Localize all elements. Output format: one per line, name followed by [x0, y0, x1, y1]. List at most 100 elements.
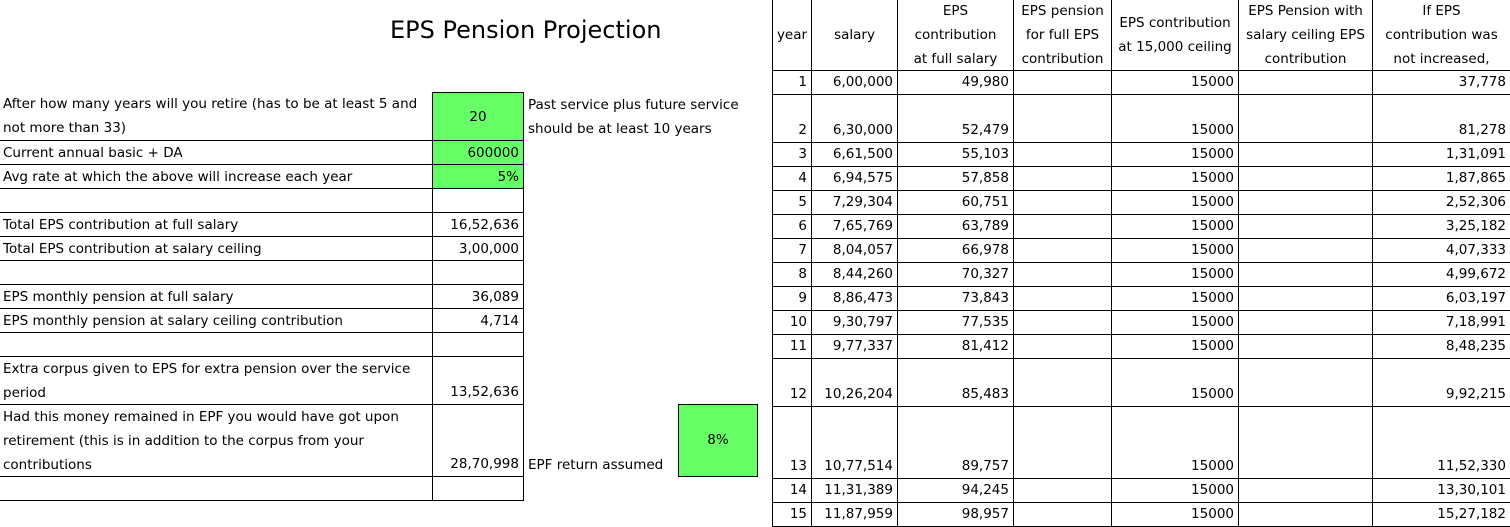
table-cell-if-not-increased: 37,778: [1458, 74, 1506, 90]
table-cell-eps-full: 77,535: [961, 314, 1009, 330]
blank-value: [432, 261, 524, 285]
table-cell-eps-pension-full: [1014, 286, 1111, 310]
table-cell-eps-ceiling: 15000: [1191, 338, 1234, 354]
epf-return-input[interactable]: 8%: [678, 404, 758, 477]
table-cell-year: 14: [789, 482, 807, 498]
table-cell-year: 7: [798, 242, 807, 258]
salary-label: Current annual basic + DA: [0, 141, 432, 165]
table-cell-eps-ceiling: 15000: [1191, 458, 1234, 474]
table-column-divider: [1372, 0, 1373, 526]
table-cell-eps-ceiling: 15000: [1191, 242, 1234, 258]
table-cell-salary: 8,44,260: [832, 266, 893, 282]
table-cell-salary: 6,94,575: [832, 170, 893, 186]
table-row-divider: [772, 94, 1510, 95]
extra-corpus-value: 13,52,636: [432, 357, 524, 405]
blank-value: [432, 189, 524, 213]
table-cell-if-not-increased: 13,30,101: [1437, 482, 1506, 498]
blank-row: [0, 261, 432, 285]
retire-years-input[interactable]: 20: [432, 92, 524, 141]
table-cell-eps-pension-ceiling: [1239, 310, 1372, 334]
table-cell-if-not-increased: 11,52,330: [1437, 458, 1506, 474]
table-cell-eps-pension-ceiling: [1239, 478, 1372, 502]
table-cell-if-not-increased: 3,25,182: [1445, 218, 1506, 234]
table-cell-eps-pension-full: [1014, 70, 1111, 94]
table-cell-eps-pension-full: [1014, 238, 1111, 262]
epf-return-label: EPF return assumed: [528, 457, 664, 473]
table-cell-eps-full: 89,757: [961, 458, 1009, 474]
table-cell-year: 1: [798, 74, 807, 90]
table-cell-if-not-increased: 7,18,991: [1445, 314, 1506, 330]
table-cell-eps-full: 60,751: [961, 194, 1009, 210]
table-cell-if-not-increased: 4,07,333: [1445, 242, 1506, 258]
blank-row: [0, 333, 432, 357]
table-row-divider: [772, 190, 1510, 191]
table-cell-eps-pension-ceiling: [1239, 334, 1372, 358]
table-cell-eps-ceiling: 15000: [1191, 122, 1234, 138]
retire-years-label: After how many years will you retire (ha…: [0, 92, 432, 141]
salary-input[interactable]: 600000: [432, 141, 524, 165]
table-column-divider: [1111, 0, 1112, 526]
table-cell-year: 13: [789, 458, 807, 474]
table-cell-eps-pension-full: [1014, 382, 1111, 406]
table-column-divider: [1013, 0, 1014, 526]
table-cell-eps-pension-full: [1014, 166, 1111, 190]
column-header-salary: salary: [834, 27, 875, 43]
total-full-value: 16,52,636: [432, 213, 524, 237]
table-row-divider: [772, 406, 1510, 407]
table-cell-eps-pension-full: [1014, 478, 1111, 502]
table-cell-eps-pension-ceiling: [1239, 454, 1372, 478]
table-cell-eps-pension-ceiling: [1239, 166, 1372, 190]
table-cell-eps-full: 81,412: [961, 338, 1009, 354]
table-cell-salary: 6,00,000: [832, 74, 893, 90]
table-cell-year: 11: [789, 338, 807, 354]
blank-row: [0, 189, 432, 213]
table-cell-eps-full: 49,980: [961, 74, 1009, 90]
column-header-eps-full: EPS contribution at full salary: [913, 3, 998, 67]
table-cell-salary: 8,04,057: [832, 242, 893, 258]
table-cell-eps-full: 63,789: [961, 218, 1009, 234]
pension-ceiling-value: 4,714: [432, 309, 524, 333]
table-cell-salary: 9,30,797: [832, 314, 893, 330]
table-column-divider: [772, 0, 773, 526]
table-row-divider: [772, 142, 1510, 143]
table-row-divider: [772, 70, 1510, 71]
table-cell-eps-full: 52,479: [961, 122, 1009, 138]
table-cell-eps-ceiling: 15000: [1191, 74, 1234, 90]
table-cell-eps-ceiling: 15000: [1191, 314, 1234, 330]
table-row-divider: [772, 238, 1510, 239]
table-cell-salary: 7,29,304: [832, 194, 893, 210]
table-cell-if-not-increased: 1,31,091: [1445, 146, 1506, 162]
table-cell-year: 12: [789, 386, 807, 402]
rate-label: Avg rate at which the above will increas…: [0, 165, 432, 189]
table-cell-salary: 8,86,473: [832, 290, 893, 306]
column-header-eps-ceiling: EPS contribution at 15,000 ceiling: [1118, 15, 1232, 55]
table-cell-year: 10: [789, 314, 807, 330]
table-cell-eps-pension-full: [1014, 310, 1111, 334]
table-cell-eps-pension-ceiling: [1239, 502, 1372, 526]
table-cell-year: 9: [798, 290, 807, 306]
total-ceiling-value: 3,00,000: [432, 237, 524, 261]
table-cell-eps-pension-ceiling: [1239, 190, 1372, 214]
rate-input[interactable]: 5%: [432, 165, 524, 189]
table-cell-eps-full: 55,103: [961, 146, 1009, 162]
table-cell-eps-full: 70,327: [961, 266, 1009, 282]
table-cell-year: 3: [798, 146, 807, 162]
table-row-divider: [772, 262, 1510, 263]
table-cell-eps-full: 66,978: [961, 242, 1009, 258]
table-cell-year: 4: [798, 170, 807, 186]
table-row-divider: [772, 214, 1510, 215]
pension-ceiling-label: EPS monthly pension at salary ceiling co…: [0, 309, 432, 333]
table-cell-eps-pension-full: [1014, 118, 1111, 142]
table-row-divider: [772, 286, 1510, 287]
epf-corpus-value: 28,70,998: [432, 405, 524, 477]
table-cell-if-not-increased: 4,99,672: [1445, 266, 1506, 282]
table-cell-eps-full: 73,843: [961, 290, 1009, 306]
table-cell-eps-pension-full: [1014, 502, 1111, 526]
table-cell-eps-pension-ceiling: [1239, 70, 1372, 94]
table-cell-eps-full: 57,858: [961, 170, 1009, 186]
table-row-divider: [772, 358, 1510, 359]
table-cell-eps-full: 94,245: [961, 482, 1009, 498]
table-cell-year: 5: [798, 194, 807, 210]
blank-value: [432, 333, 524, 357]
table-cell-eps-ceiling: 15000: [1191, 506, 1234, 522]
